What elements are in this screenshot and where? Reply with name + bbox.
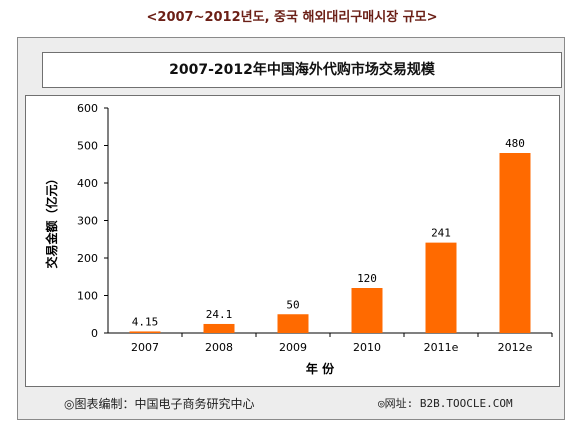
y-axis-title: 交易金额（亿元） [44,172,59,268]
chart-title: 2007-2012年中国海外代购市场交易规模 [42,52,562,88]
y-tick-label: 400 [77,177,98,190]
x-tick-label: 2009 [279,341,307,354]
bar-value-label: 480 [505,137,525,150]
page-caption: <2007~2012년도, 중국 해외대리구매시장 규모> [146,10,438,25]
x-tick-label: 2008 [205,341,233,354]
y-tick-label: 0 [91,327,98,340]
bar [499,153,531,333]
chart-area: 0 100 200 300 400 500 600 4.15 2007 24.1 2008 50 200… [25,95,560,387]
bar [203,323,235,333]
x-tick-label: 2012e [498,341,533,354]
website-note: ◎网址: B2B.TOOCLE.COM [378,397,513,410]
y-tick-label: 200 [77,252,98,265]
bar [277,314,309,333]
x-tick-label: 2011e [424,341,459,354]
bar-value-label: 120 [357,272,377,285]
bar [129,331,161,333]
chart-panel: 2007-2012年中国海外代购市场交易规模 0 100 200 300 400 500 6… [17,37,565,420]
y-tick-label: 600 [77,102,98,115]
x-tick-label: 2010 [353,341,381,354]
source-note: ◎图表编制：中国电子商务研究中心 [64,397,255,411]
bar [351,288,383,333]
bar [425,242,457,333]
bar-value-label: 241 [431,227,451,240]
x-axis-title: 年 份 [306,361,335,376]
y-tick-label: 100 [77,290,98,303]
y-tick-label: 500 [77,140,98,153]
x-tick-label: 2007 [131,341,159,354]
y-tick-label: 300 [77,215,98,228]
bar-chart: 0 100 200 300 400 500 600 4.15 2007 24.1 2008 50 200… [44,102,553,376]
bar-value-label: 4.15 [132,315,159,328]
bar-value-label: 50 [286,298,299,311]
bar-value-label: 24.1 [206,308,233,321]
